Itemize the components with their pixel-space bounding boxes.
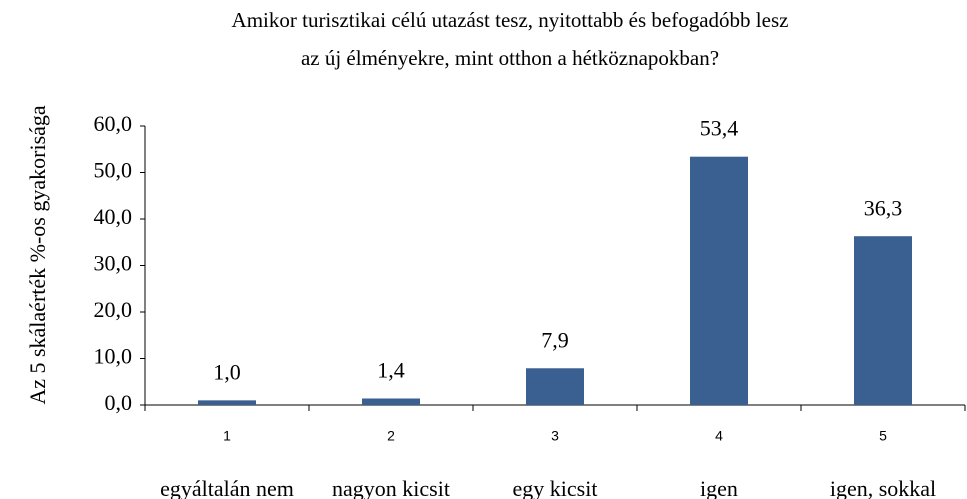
category-description: nagyon kicsit [332, 476, 450, 499]
value-label: 1,0 [213, 359, 241, 384]
category-description: igen [700, 476, 738, 499]
value-label: 1,4 [377, 358, 405, 383]
x-tick-label: 5 [879, 428, 887, 444]
chart-title: Amikor turisztikai célú utazást tesz, ny… [232, 8, 789, 32]
y-tick-label: 20,0 [94, 297, 133, 322]
bar [198, 400, 256, 405]
x-tick-label: 1 [223, 428, 231, 444]
value-label: 36,3 [864, 195, 903, 220]
category-description: igen, sokkal [830, 476, 936, 499]
value-label: 7,9 [541, 327, 569, 352]
value-label: 53,4 [700, 116, 739, 141]
x-tick-label: 2 [387, 428, 395, 444]
category-description: egyáltalán nem [160, 476, 294, 499]
bar [526, 368, 584, 405]
y-tick-label: 40,0 [94, 204, 133, 229]
chart-title: az új élményekre, mint otthon a hétközna… [301, 46, 719, 70]
y-tick-label: 0,0 [105, 390, 133, 415]
y-tick-label: 30,0 [94, 251, 133, 276]
y-tick-label: 50,0 [94, 158, 133, 183]
y-tick-label: 60,0 [94, 111, 133, 136]
x-tick-label: 3 [551, 428, 559, 444]
y-axis-label: Az 5 skálaérték %-os gyakorisága [25, 105, 50, 405]
category-description: egy kicsit [513, 476, 598, 499]
bar [854, 236, 912, 405]
bar [362, 398, 420, 405]
y-tick-label: 10,0 [94, 344, 133, 369]
bar [690, 156, 748, 405]
x-tick-label: 4 [715, 428, 723, 444]
